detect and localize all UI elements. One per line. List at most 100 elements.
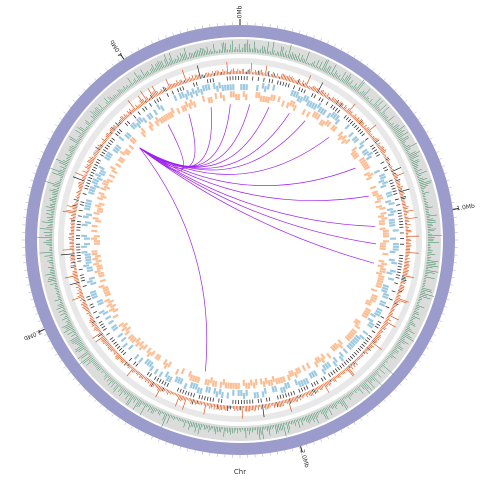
track-feature xyxy=(257,392,258,398)
track-feature xyxy=(200,388,202,394)
track-feature xyxy=(206,386,207,392)
minor-tick xyxy=(354,55,356,58)
track-feature xyxy=(95,221,101,222)
track-feature xyxy=(208,84,209,90)
minor-tick xyxy=(180,30,181,33)
track-feature xyxy=(223,379,224,385)
minor-tick xyxy=(430,341,433,342)
track-feature xyxy=(225,85,226,91)
track-feature xyxy=(198,87,200,93)
minor-tick xyxy=(436,151,439,152)
track-feature xyxy=(378,278,384,280)
minor-tick xyxy=(405,100,407,102)
minor-tick xyxy=(124,55,126,58)
minor-tick xyxy=(151,436,152,439)
track-feature xyxy=(265,86,266,92)
track-feature xyxy=(387,209,393,210)
minor-tick xyxy=(418,360,420,362)
minor-tick xyxy=(173,33,174,36)
minor-tick xyxy=(442,165,445,166)
minor-tick xyxy=(78,94,80,96)
track-feature xyxy=(85,206,91,207)
minor-tick xyxy=(131,51,133,54)
track-feature xyxy=(208,97,209,103)
minor-tick xyxy=(306,33,307,36)
minor-tick xyxy=(28,187,31,188)
track-feature xyxy=(85,260,91,261)
track-feature xyxy=(273,85,274,91)
minor-tick xyxy=(100,73,102,75)
minor-tick xyxy=(83,89,85,91)
minor-tick xyxy=(89,83,91,85)
track-feature xyxy=(389,220,395,221)
minor-tick xyxy=(144,44,145,47)
minor-tick xyxy=(35,314,38,315)
track-feature xyxy=(259,92,260,98)
minor-tick xyxy=(426,348,429,350)
tick-label: 4.0Mb xyxy=(109,38,125,58)
track-feature xyxy=(214,388,215,394)
minor-tick xyxy=(106,68,108,70)
track-feature xyxy=(265,388,266,394)
minor-tick xyxy=(348,51,350,54)
tick-label: 1.0Mb xyxy=(456,203,476,213)
track-feature xyxy=(92,254,98,255)
track-feature xyxy=(389,225,395,226)
minor-tick xyxy=(195,450,196,453)
track-feature xyxy=(209,387,210,393)
track-feature xyxy=(378,216,384,217)
tick-label: 2.0Mb xyxy=(298,449,310,469)
minor-tick xyxy=(422,124,425,126)
minor-tick xyxy=(439,158,442,159)
minor-tick xyxy=(306,444,307,447)
track-feature xyxy=(95,205,101,206)
track-feature xyxy=(214,83,215,89)
minor-tick xyxy=(89,395,91,397)
minor-tick xyxy=(118,418,120,420)
minor-tick xyxy=(366,64,368,66)
minor-tick xyxy=(327,41,328,44)
track-feature xyxy=(263,391,264,397)
track-feature xyxy=(215,381,216,387)
minor-tick xyxy=(59,360,61,362)
minor-tick xyxy=(449,292,452,293)
minor-tick xyxy=(25,202,28,203)
track-feature xyxy=(84,208,90,209)
minor-tick xyxy=(354,422,356,425)
track-feature xyxy=(279,77,280,79)
minor-tick xyxy=(38,158,41,159)
minor-tick xyxy=(285,450,286,453)
track-feature xyxy=(386,272,392,273)
minor-tick xyxy=(314,442,315,445)
track-feature xyxy=(275,386,276,392)
track-feature xyxy=(219,399,220,403)
minor-tick xyxy=(41,327,44,328)
track-feature xyxy=(83,216,89,217)
minor-tick xyxy=(180,447,181,450)
track-feature xyxy=(378,261,384,262)
track-feature xyxy=(223,95,224,101)
minor-tick xyxy=(378,73,380,75)
minor-tick xyxy=(450,195,453,196)
minor-tick xyxy=(430,138,433,139)
track-feature xyxy=(254,382,255,388)
track-feature xyxy=(263,96,264,102)
track-feature xyxy=(268,84,269,90)
track-feature xyxy=(226,382,227,388)
track-feature xyxy=(96,261,102,262)
minor-tick xyxy=(38,321,41,322)
track-feature xyxy=(399,261,403,262)
minor-tick xyxy=(384,400,386,402)
minor-tick xyxy=(450,285,453,286)
track-feature xyxy=(85,254,91,255)
track-feature xyxy=(98,273,104,274)
minor-tick xyxy=(64,366,66,368)
track-feature xyxy=(273,376,274,382)
minor-tick xyxy=(299,447,300,450)
tick-label: 3.0Mb xyxy=(23,328,43,342)
minor-tick xyxy=(158,38,159,41)
track-feature xyxy=(97,211,103,212)
minor-tick xyxy=(452,277,455,278)
minor-tick xyxy=(138,430,139,433)
track-feature xyxy=(89,278,95,280)
